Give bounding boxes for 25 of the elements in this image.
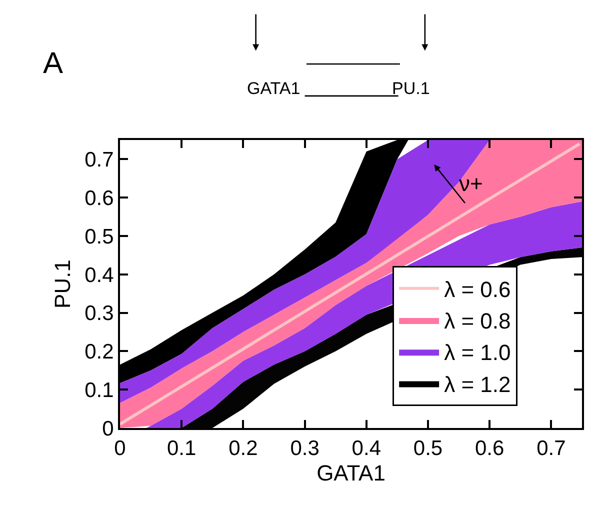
y-tick-label: 0.3 <box>84 302 114 326</box>
annotation: ν+ <box>459 171 483 196</box>
x-tick-label: 0.2 <box>228 437 258 460</box>
y-tick-label: 0.7 <box>84 148 114 172</box>
x-tick-label: 0.1 <box>167 437 196 460</box>
text: A <box>43 47 64 80</box>
x-tick-label: 0.4 <box>352 437 382 460</box>
x-tick-label: 0.6 <box>475 437 504 460</box>
x-tick-label: 0.3 <box>290 437 320 460</box>
legend-label: λ = 1.2 <box>444 372 511 397</box>
text: PU.1 <box>392 79 430 98</box>
text: GATA1 <box>247 79 300 98</box>
y-tick-label: 0 <box>102 417 114 440</box>
x-tick-label: 0.7 <box>536 437 566 460</box>
y-tick-label: 0.6 <box>84 186 114 210</box>
y-axis-title: PU.1 <box>50 260 75 308</box>
x-axis-title: GATA1 <box>316 460 386 486</box>
x-tick-label: 0.5 <box>413 437 443 460</box>
legend-label: λ = 0.6 <box>444 276 511 302</box>
y-tick-label: 0.2 <box>84 340 114 364</box>
y-tick-label: 0.1 <box>84 378 114 402</box>
legend-label: λ = 0.8 <box>444 308 511 334</box>
y-tick-label: 0.5 <box>84 225 114 248</box>
y-tick-label: 0.4 <box>84 264 114 287</box>
legend-label: λ = 1.0 <box>444 340 511 366</box>
